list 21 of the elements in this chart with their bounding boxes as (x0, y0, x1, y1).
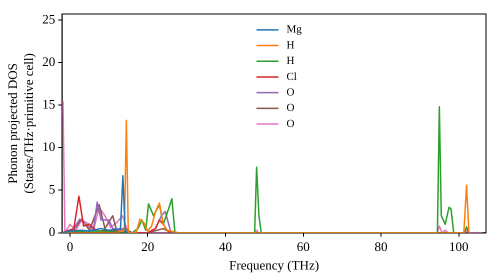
x-tick-label: 100 (449, 239, 469, 254)
y-tick-label: 15 (42, 96, 56, 112)
y-axis-title: Phonon projected DOS (States/THz·primitive cell) (5, 53, 36, 194)
x-tick-label: 20 (141, 239, 154, 254)
y-tick-label: 10 (42, 139, 56, 154)
y-tick-label: 20 (42, 54, 56, 69)
y-tick-label: 25 (42, 11, 56, 26)
x-axis-title: Frequency (THz) (229, 258, 320, 273)
legend-label: O (286, 118, 294, 130)
legend-label: O (286, 86, 294, 99)
x-tick-label: 40 (219, 239, 232, 254)
x-tick-label: 80 (374, 239, 388, 254)
x-tick-label: 0 (66, 239, 74, 254)
legend-label: H (286, 39, 294, 52)
legend-label: O (286, 102, 294, 114)
legend-label: Mg (286, 24, 302, 36)
x-tick-label: 60 (296, 239, 310, 254)
y-tick-label: 0 (48, 224, 56, 240)
y-tick-label: 5 (48, 182, 56, 197)
legend-label: Cl (286, 70, 297, 83)
legend-label: H (286, 55, 294, 68)
